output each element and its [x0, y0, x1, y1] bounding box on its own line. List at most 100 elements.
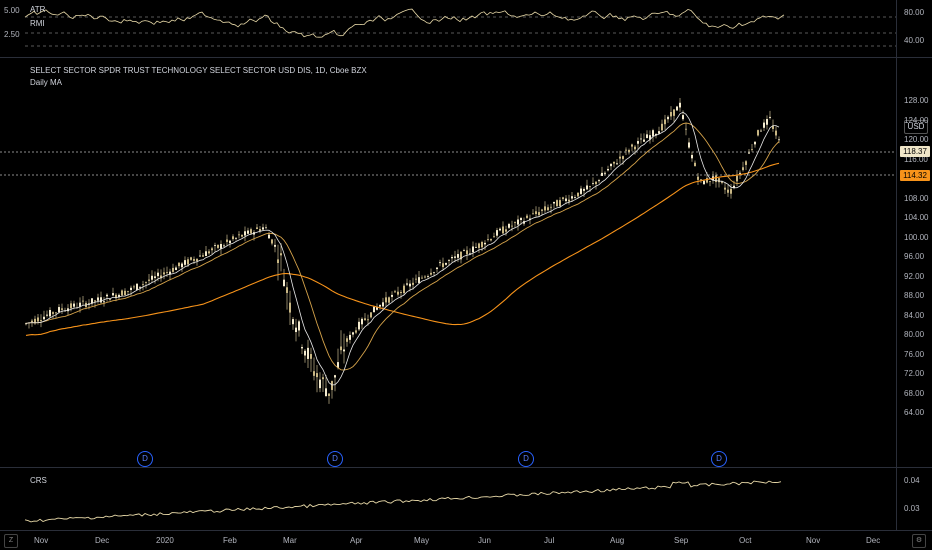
candle-body — [715, 175, 717, 183]
candle-body — [286, 287, 288, 293]
rmi-label: RMI — [30, 19, 45, 28]
candle-body — [535, 211, 537, 215]
price-tick: 100.00 — [904, 232, 929, 242]
candle-body — [532, 213, 534, 215]
candle-body — [163, 272, 165, 275]
candle-body — [439, 262, 441, 264]
candle-body — [229, 240, 231, 244]
candle-body — [595, 181, 597, 185]
candle-body — [460, 251, 462, 260]
candle-body — [676, 106, 678, 111]
candle-body — [325, 388, 327, 397]
time-label-mar: Mar — [283, 536, 297, 545]
candle-body — [727, 189, 729, 193]
candle-body — [592, 183, 594, 184]
candle-body — [475, 246, 477, 248]
candlesticks — [25, 98, 780, 404]
ma-fast-line — [25, 111, 780, 386]
time-label-jun: Jun — [478, 536, 491, 545]
candle-body — [268, 234, 270, 239]
candle-body — [775, 130, 777, 136]
candle-body — [67, 308, 69, 312]
candle-body — [154, 276, 156, 278]
candle-body — [232, 236, 234, 240]
price-tick: 128.00 — [904, 96, 929, 105]
candle-body — [340, 346, 342, 351]
candle-body — [331, 381, 333, 390]
candle-body — [91, 298, 93, 304]
time-label-apr: Apr — [350, 536, 363, 545]
crs-plot — [24, 480, 782, 523]
candle-body — [601, 172, 603, 176]
candle-body — [364, 318, 366, 321]
candle-body — [772, 125, 774, 129]
candle-body — [226, 239, 228, 242]
crs-scale-bottom: 0.03 — [904, 504, 920, 513]
currency-button[interactable]: USD — [904, 120, 928, 134]
candle-body — [703, 180, 705, 185]
candle-body — [166, 272, 168, 273]
price-plot[interactable] — [0, 58, 932, 467]
time-label-nov: Nov — [34, 536, 49, 545]
candle-body — [112, 293, 114, 296]
candle-body — [661, 123, 663, 131]
candle-body — [208, 251, 210, 254]
candle-body — [442, 263, 444, 268]
ma-mid-line — [25, 122, 780, 371]
candle-body — [412, 282, 414, 285]
candle-body — [283, 279, 285, 287]
zoom-icon[interactable]: Z — [4, 534, 18, 548]
candle-body — [418, 277, 420, 283]
candle-body — [424, 276, 426, 278]
candle-body — [580, 188, 582, 194]
candle-body — [730, 188, 732, 194]
candle-body — [361, 318, 363, 325]
candle-body — [556, 200, 558, 207]
candle-body — [493, 236, 495, 238]
candle-body — [613, 161, 615, 164]
candle-body — [739, 172, 741, 174]
dividend-marker-3[interactable]: D — [518, 451, 534, 467]
candle-body — [187, 259, 189, 265]
time-label-dec2: Dec — [866, 536, 881, 545]
candle-body — [448, 260, 450, 261]
candle-body — [133, 286, 135, 288]
crs-scale-top: 0.04 — [904, 476, 920, 485]
candle-body — [526, 215, 528, 218]
time-axis[interactable]: Z Nov Dec 2020 Feb Mar Apr May Jun Jul A… — [0, 531, 932, 550]
price-pane[interactable]: SELECT SECTOR SPDR TRUST TECHNOLOGY SELE… — [0, 58, 932, 468]
candle-body — [199, 255, 201, 257]
candle-body — [358, 321, 360, 330]
dividend-marker-4[interactable]: D — [711, 451, 727, 467]
candle-body — [145, 282, 147, 283]
candle-body — [127, 290, 129, 292]
candle-body — [481, 242, 483, 248]
candle-body — [55, 312, 57, 314]
candle-body — [25, 323, 27, 325]
candle-body — [766, 119, 768, 125]
candle-body — [571, 196, 573, 199]
candle-body — [31, 320, 33, 323]
candle-body — [97, 297, 99, 301]
candle-body — [391, 294, 393, 297]
dividend-marker-1[interactable]: D — [137, 451, 153, 467]
candle-body — [718, 178, 720, 183]
price-tick: 116.00 — [904, 154, 928, 164]
time-label-aug: Aug — [610, 536, 625, 545]
settings-gear-icon[interactable]: ⚙ — [912, 534, 926, 548]
candle-body — [148, 279, 150, 281]
candle-body — [724, 187, 726, 190]
candle-body — [511, 225, 513, 227]
candle-body — [343, 349, 345, 352]
candle-body — [397, 291, 399, 295]
candle-body — [706, 178, 708, 183]
candle-body — [544, 206, 546, 211]
candle-body — [73, 303, 75, 307]
candle-body — [376, 307, 378, 310]
candle-body — [499, 228, 501, 231]
candle-body — [697, 176, 699, 180]
price-tick: 68.00 — [904, 388, 925, 398]
candle-body — [658, 131, 660, 134]
candle-body — [742, 167, 744, 171]
dividend-marker-2[interactable]: D — [327, 451, 343, 467]
